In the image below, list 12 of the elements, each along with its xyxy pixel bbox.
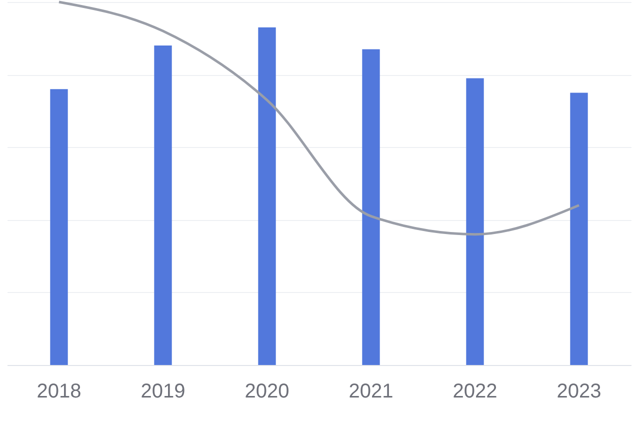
bar: [50, 89, 68, 365]
x-tick-label: 2019: [140, 380, 186, 402]
bar: [466, 78, 484, 365]
bar: [258, 27, 276, 365]
x-tick-label: 2021: [348, 380, 394, 402]
bar: [154, 46, 172, 365]
x-tick-label: 2022: [452, 380, 498, 402]
bar: [570, 92, 588, 365]
x-tick-label: 2023: [556, 380, 602, 402]
bar: [362, 49, 380, 365]
x-tick-label: 2020: [244, 380, 290, 402]
x-tick-label: 2018: [36, 380, 82, 402]
